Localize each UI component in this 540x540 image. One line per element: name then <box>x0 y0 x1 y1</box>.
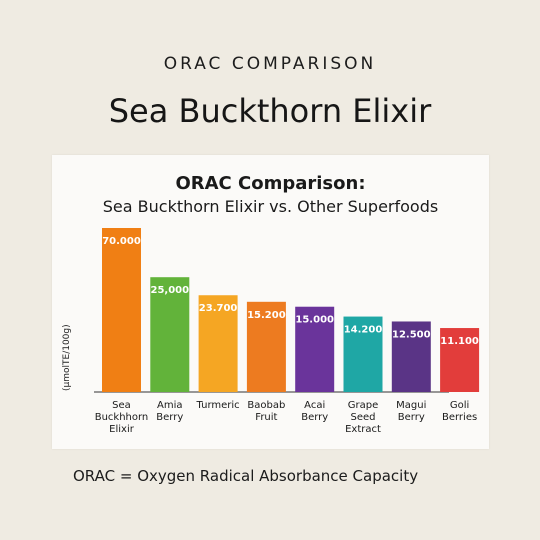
chart-subtitle: Sea Buckthorn Elixir vs. Other Superfood… <box>102 197 439 216</box>
bar-3 <box>246 301 286 392</box>
bar-value-label-1: 25,000 <box>151 285 190 296</box>
category-label-4: Acai Berry <box>301 400 328 423</box>
bar-value-label-5: 14.200 <box>344 325 383 336</box>
bar-1 <box>150 277 190 392</box>
bar-0 <box>102 228 141 392</box>
bar-value-label-6: 12.500 <box>392 329 431 340</box>
bar-6 <box>391 321 431 392</box>
category-label-3: Baobab Fruit <box>247 400 285 423</box>
footnote: ORAC = Oxygen Radical Absorbance Capacit… <box>73 467 419 485</box>
bar-value-label-4: 15.000 <box>295 315 334 326</box>
category-label-6: Magui Berry <box>396 400 426 423</box>
bar-value-label-0: 70.000 <box>102 236 141 247</box>
category-label-7: Goli Berries <box>442 400 477 423</box>
chart-title: ORAC Comparison: <box>175 173 366 194</box>
bar-value-label-3: 15.200 <box>247 310 286 321</box>
category-label-0: Sea Buckhhorn Elixir <box>95 400 149 435</box>
chart-card: ORAC Comparison: Sea Buckthorn Elixir vs… <box>52 155 489 449</box>
headline-title: Sea Buckthorn Elixir <box>108 92 432 130</box>
bar-7 <box>440 328 480 392</box>
category-label-5: Grape Seed Extract <box>345 400 381 435</box>
bar-value-label-2: 23.700 <box>199 303 238 314</box>
category-label-1: Amia Berry <box>156 400 183 423</box>
bar-4 <box>295 306 335 392</box>
bar-value-label-7: 11.100 <box>440 336 479 347</box>
eyebrow-title: ORAC COMPARISON <box>163 54 377 74</box>
bar-2 <box>198 295 238 392</box>
bar-chart: 70.000 Sea Buckhhorn Elixir 25,000 Amia Berry 2… <box>94 228 480 435</box>
bar-5 <box>343 316 383 392</box>
category-label-2: Turmeric <box>196 400 240 411</box>
